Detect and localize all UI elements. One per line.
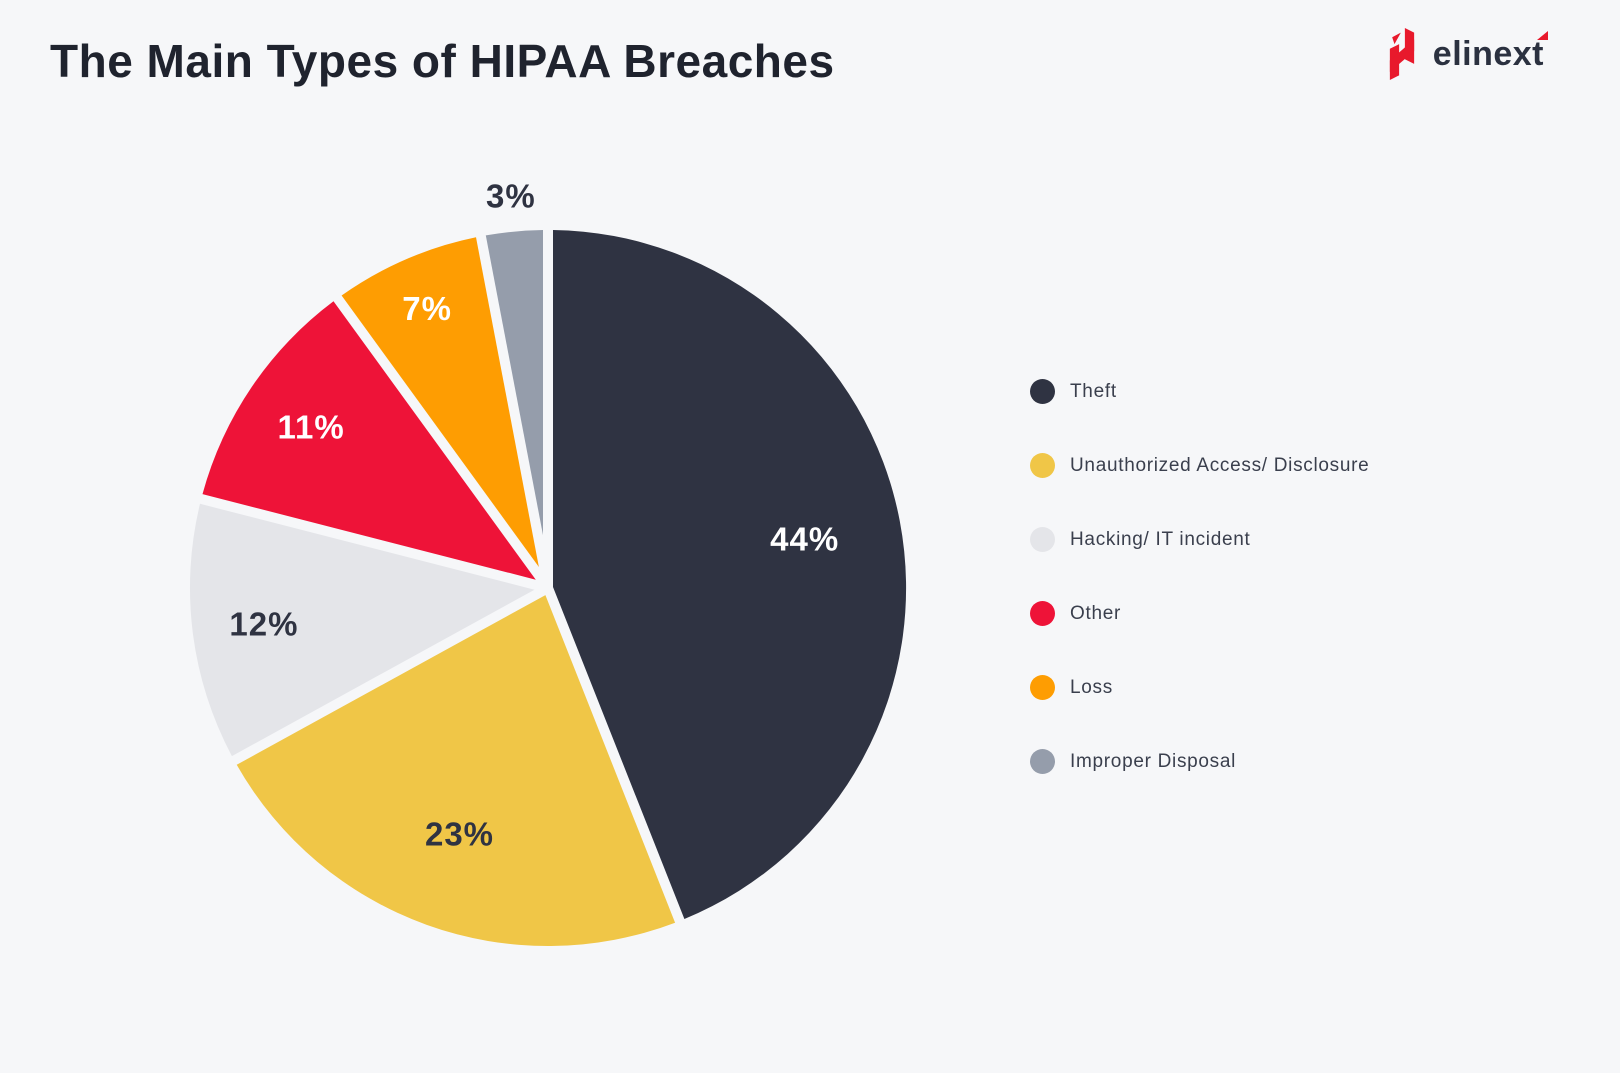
legend-label: Improper Disposal bbox=[1070, 750, 1237, 772]
legend-label: Unauthorized Access/ Disclosure bbox=[1070, 454, 1370, 476]
page-title: The Main Types of HIPAA Breaches bbox=[50, 35, 835, 87]
pie-slice-unauthorized-access-disclosure bbox=[236, 595, 676, 947]
pie-slice-improper-disposal bbox=[485, 230, 543, 536]
legend: Theft Unauthorized Access/ Disclosure Hack… bbox=[1030, 379, 1369, 823]
pie-slice-hacking-it-incident bbox=[189, 503, 535, 757]
legend-item-hacking-it-incident: Hacking/ IT incident bbox=[1030, 527, 1369, 552]
legend-item-loss: Loss bbox=[1030, 675, 1369, 700]
elinext-logo-flag-icon bbox=[1537, 30, 1548, 40]
elinext-logo: elinext bbox=[1382, 28, 1548, 80]
pie-value-label-improper-disposal: 3% bbox=[486, 177, 536, 214]
legend-label: Hacking/ IT incident bbox=[1070, 528, 1251, 550]
elinext-logo-text: elinext bbox=[1432, 34, 1544, 73]
pie-slice-loss bbox=[341, 237, 539, 568]
elinext-logo-icon bbox=[1389, 28, 1414, 80]
pie-value-label-loss: 7% bbox=[402, 290, 452, 327]
legend-swatch-unauthorized-access-disclosure bbox=[1030, 453, 1055, 478]
legend-item-improper-disposal: Improper Disposal bbox=[1030, 749, 1369, 774]
pie-value-label-theft: 44% bbox=[770, 521, 839, 558]
legend-label: Other bbox=[1070, 602, 1122, 624]
legend-label: Loss bbox=[1070, 676, 1113, 698]
legend-swatch-other bbox=[1030, 601, 1055, 626]
legend-swatch-theft bbox=[1030, 379, 1055, 404]
pie-value-label-hacking-it-incident: 12% bbox=[229, 605, 298, 642]
legend-item-theft: Theft bbox=[1030, 379, 1369, 404]
pie-slice-other bbox=[202, 301, 536, 580]
legend-label: Theft bbox=[1070, 380, 1117, 402]
pie-value-label-unauthorized-access-disclosure: 23% bbox=[425, 815, 494, 852]
legend-item-other: Other bbox=[1030, 601, 1369, 626]
legend-item-unauthorized-access-disclosure: Unauthorized Access/ Disclosure bbox=[1030, 453, 1369, 478]
legend-swatch-loss bbox=[1030, 675, 1055, 700]
legend-swatch-hacking-it-incident bbox=[1030, 527, 1055, 552]
pie-value-label-other: 11% bbox=[277, 409, 344, 446]
legend-swatch-improper-disposal bbox=[1030, 749, 1055, 774]
pie-slice-theft bbox=[553, 230, 907, 919]
